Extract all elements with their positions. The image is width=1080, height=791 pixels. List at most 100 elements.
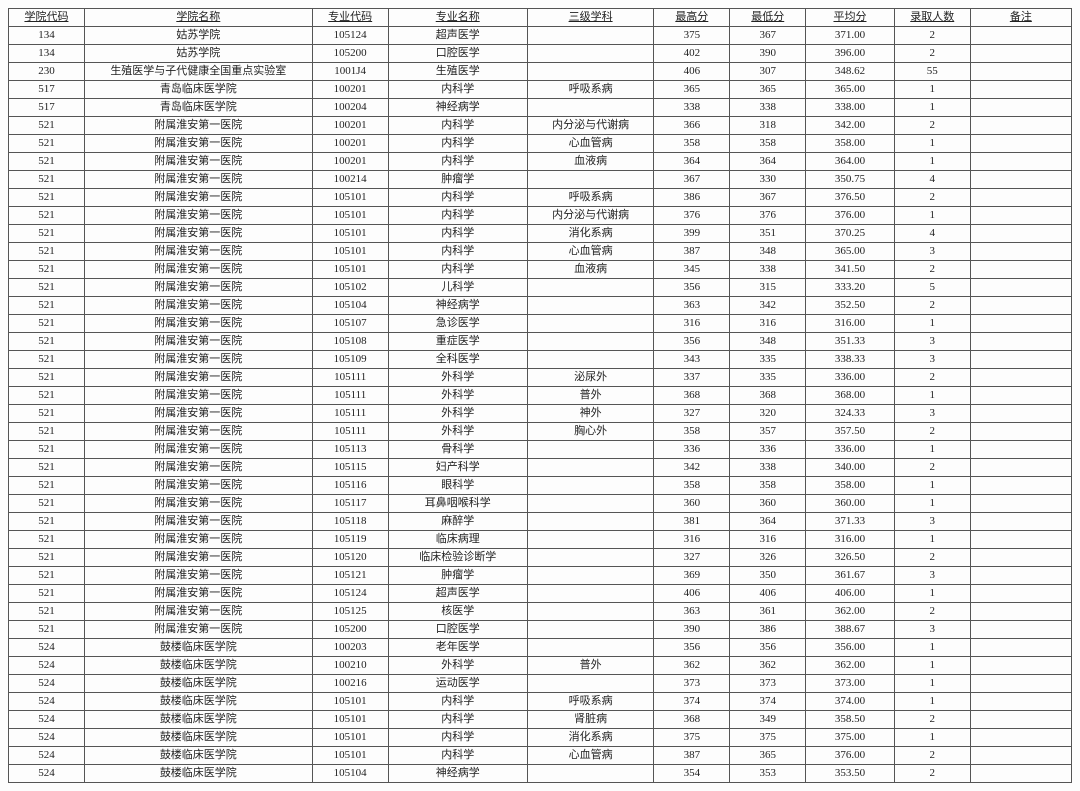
cell: 388.67: [806, 621, 895, 639]
cell: 521: [9, 423, 85, 441]
cell: 105109: [312, 351, 388, 369]
cell: 524: [9, 747, 85, 765]
cell: 1: [894, 693, 970, 711]
cell: 1: [894, 153, 970, 171]
cell: 134: [9, 45, 85, 63]
table-row: 521附属淮安第一医院100201内科学血液病364364364.001: [9, 153, 1072, 171]
cell: 鼓楼临床医学院: [84, 747, 312, 765]
cell: 内科学: [388, 261, 527, 279]
cell: 超声医学: [388, 27, 527, 45]
cell: 4: [894, 171, 970, 189]
cell: [527, 567, 654, 585]
cell: 338: [730, 99, 806, 117]
cell: 内科学: [388, 135, 527, 153]
cell: 406: [730, 585, 806, 603]
cell: 鼓楼临床医学院: [84, 639, 312, 657]
cell: 105119: [312, 531, 388, 549]
cell: 105101: [312, 243, 388, 261]
cell: 375: [654, 729, 730, 747]
cell: 105102: [312, 279, 388, 297]
table-row: 521附属淮安第一医院105125核医学363361362.002: [9, 603, 1072, 621]
cell: [970, 117, 1071, 135]
cell: 2: [894, 549, 970, 567]
cell: 524: [9, 765, 85, 783]
cell: [527, 639, 654, 657]
col-header: 学院名称: [84, 9, 312, 27]
cell: 105104: [312, 765, 388, 783]
cell: 附属淮安第一医院: [84, 477, 312, 495]
cell: [970, 333, 1071, 351]
cell: 524: [9, 657, 85, 675]
cell: 521: [9, 117, 85, 135]
cell: 524: [9, 639, 85, 657]
cell: 356: [654, 279, 730, 297]
cell: [970, 387, 1071, 405]
cell: 附属淮安第一医院: [84, 495, 312, 513]
cell: 326.50: [806, 549, 895, 567]
cell: [970, 207, 1071, 225]
cell: 内科学: [388, 153, 527, 171]
cell: [970, 477, 1071, 495]
table-row: 521附属淮安第一医院100201内科学内分泌与代谢病366318342.002: [9, 117, 1072, 135]
cell: 附属淮安第一医院: [84, 153, 312, 171]
table-row: 521附属淮安第一医院105101内科学心血管病387348365.003: [9, 243, 1072, 261]
cell: 316: [730, 531, 806, 549]
cell: 360.00: [806, 495, 895, 513]
cell: 368: [730, 387, 806, 405]
cell: 390: [654, 621, 730, 639]
cell: 附属淮安第一医院: [84, 459, 312, 477]
cell: 1: [894, 639, 970, 657]
cell: 356: [654, 639, 730, 657]
cell: 3: [894, 621, 970, 639]
cell: 附属淮安第一医院: [84, 315, 312, 333]
cell: [527, 333, 654, 351]
cell: 2: [894, 261, 970, 279]
cell: 315: [730, 279, 806, 297]
cell: 神经病学: [388, 765, 527, 783]
cell: 521: [9, 621, 85, 639]
cell: 1: [894, 531, 970, 549]
cell: 100201: [312, 81, 388, 99]
cell: 358: [654, 135, 730, 153]
cell: 521: [9, 153, 85, 171]
cell: 鼓楼临床医学院: [84, 675, 312, 693]
cell: [970, 171, 1071, 189]
cell: 356: [654, 333, 730, 351]
cell: 55: [894, 63, 970, 81]
cell: 105121: [312, 567, 388, 585]
cell: 附属淮安第一医院: [84, 549, 312, 567]
cell: 358.00: [806, 135, 895, 153]
cell: 105101: [312, 207, 388, 225]
cell: 附属淮安第一医院: [84, 621, 312, 639]
cell: 105101: [312, 225, 388, 243]
cell: 360: [654, 495, 730, 513]
cell: [970, 189, 1071, 207]
cell: 105101: [312, 693, 388, 711]
cell: 胸心外: [527, 423, 654, 441]
cell: 眼科学: [388, 477, 527, 495]
cell: 348.62: [806, 63, 895, 81]
cell: 342.00: [806, 117, 895, 135]
cell: 324.33: [806, 405, 895, 423]
cell: 362: [730, 657, 806, 675]
table-row: 521附属淮安第一医院105111外科学普外368368368.001: [9, 387, 1072, 405]
table-row: 521附属淮安第一医院105109全科医学343335338.333: [9, 351, 1072, 369]
cell: 367: [730, 189, 806, 207]
cell: [527, 63, 654, 81]
cell: 急诊医学: [388, 315, 527, 333]
cell: 100210: [312, 657, 388, 675]
table-row: 521附属淮安第一医院105119临床病理316316316.001: [9, 531, 1072, 549]
cell: 1001J4: [312, 63, 388, 81]
cell: 521: [9, 513, 85, 531]
cell: 318: [730, 117, 806, 135]
cell: 鼓楼临床医学院: [84, 657, 312, 675]
cell: 3: [894, 351, 970, 369]
table-row: 521附属淮安第一医院105116眼科学358358358.001: [9, 477, 1072, 495]
cell: 354: [654, 765, 730, 783]
cell: 406.00: [806, 585, 895, 603]
cell: 2: [894, 423, 970, 441]
cell: [970, 711, 1071, 729]
cell: 338.33: [806, 351, 895, 369]
cell: [970, 603, 1071, 621]
table-row: 521附属淮安第一医院105104神经病学363342352.502: [9, 297, 1072, 315]
